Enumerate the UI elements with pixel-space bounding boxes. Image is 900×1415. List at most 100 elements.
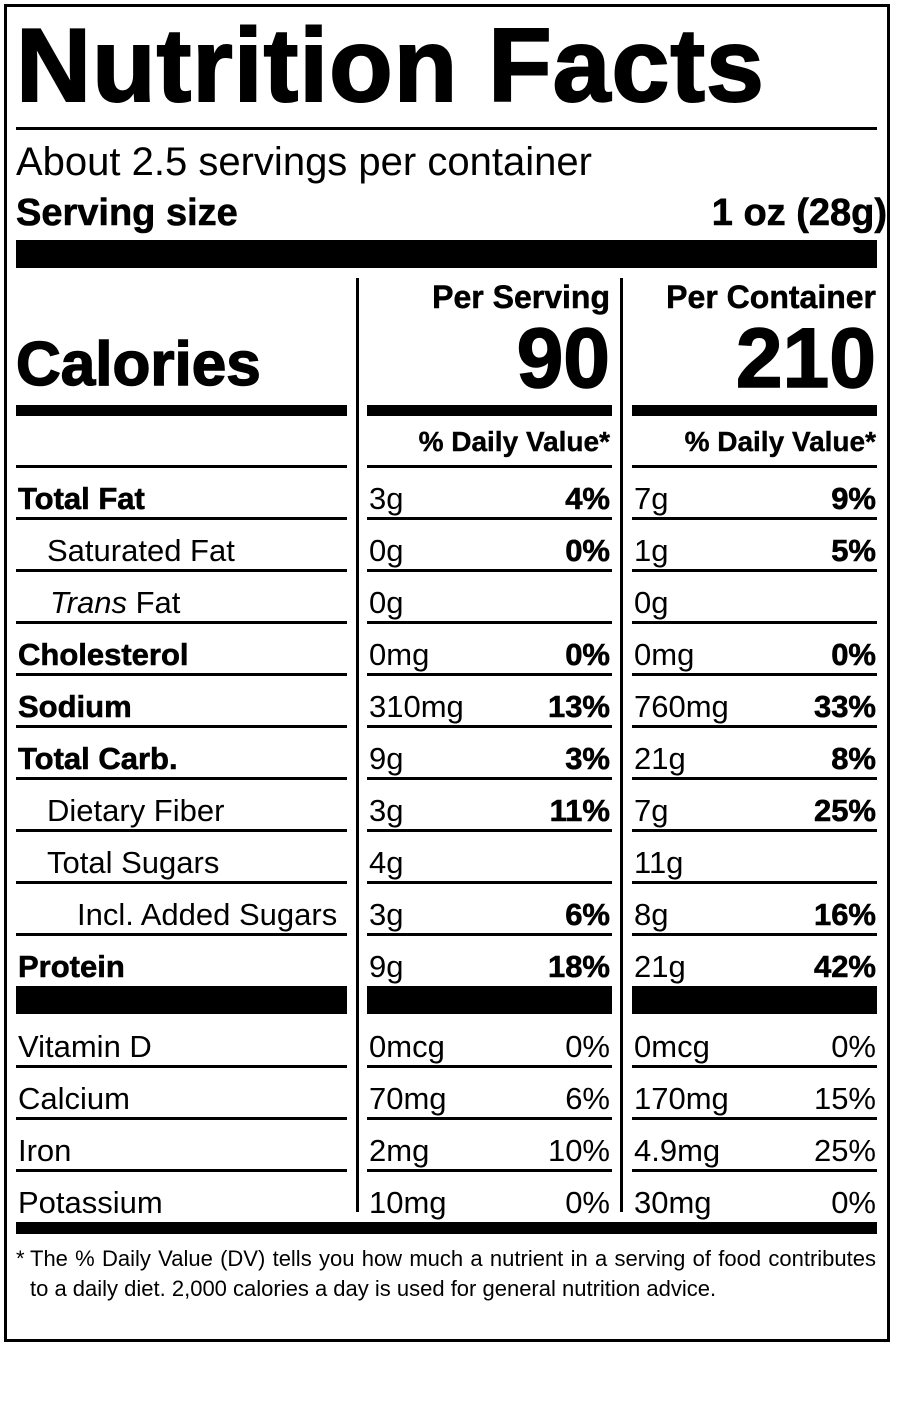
container-amount: 170mg (634, 1081, 729, 1116)
nutrient-row-rule-0 (16, 569, 347, 572)
serving-daily-value: 0% (565, 637, 610, 672)
nutrient-label: Saturated Fat (47, 535, 235, 566)
nutrient-label-italic: Trans (50, 585, 127, 620)
nutrient-label-text: Dietary Fiber (47, 793, 225, 828)
container-daily-value: 25% (813, 793, 877, 828)
nutrient-label: Dietary Fiber (47, 795, 224, 826)
serving-thick-rule (16, 240, 877, 268)
nutrient-row-rule-2 (632, 725, 877, 728)
vitamin-row-rule-2 (632, 1065, 877, 1068)
serving-amount: 9g (369, 741, 404, 776)
daily-value-heading-container: % Daily Value* (684, 426, 876, 457)
nutrient-row-rule-0 (16, 881, 347, 884)
protein-thick-rule-0 (16, 986, 347, 1014)
serving-amount: 0mg (369, 637, 430, 672)
container-daily-value: 42% (813, 949, 877, 984)
nutrient-label-text: Potassium (18, 1185, 163, 1220)
nutrient-row-rule-2 (632, 881, 877, 884)
nutrient-label-text: Total Carb. (18, 741, 178, 776)
container-amount: 21g (634, 949, 686, 984)
container-amount: 4.9mg (634, 1133, 721, 1168)
nutrient-row-rule-1 (367, 725, 612, 728)
nutrient-label: Sodium (18, 689, 132, 724)
nutrition-facts-panel (4, 4, 890, 1342)
container-amount: 7g (634, 793, 669, 828)
serving-amount: 3g (369, 793, 404, 828)
container-daily-value: 15% (813, 1081, 876, 1116)
protein-thick-rule-2 (632, 986, 877, 1014)
serving-amount: 70mg (369, 1081, 447, 1116)
serving-amount: 3g (369, 897, 404, 932)
servings-per-container: About 2.5 servings per container (16, 140, 592, 184)
nutrient-label: Iron (18, 1135, 71, 1166)
nutrient-label: Cholesterol (18, 637, 189, 672)
nutrient-row-rule-0 (16, 777, 347, 780)
container-daily-value: 9% (831, 481, 876, 516)
nutrient-label-text: Calcium (18, 1081, 130, 1116)
nutrient-label: Total Carb. (18, 741, 178, 776)
dv-heading-rule-1 (367, 465, 612, 468)
container-amount: 21g (634, 741, 686, 776)
serving-daily-value: 13% (547, 689, 611, 724)
serving-amount: 4g (369, 845, 404, 880)
protein-thick-rule-1 (367, 986, 612, 1014)
nutrient-label-text: Protein (18, 949, 125, 984)
nutrient-label-text: Saturated Fat (47, 533, 235, 568)
serving-daily-value: 6% (565, 1081, 610, 1116)
per-serving-heading: Per Serving (432, 279, 610, 315)
nutrient-label: Trans Fat (50, 587, 180, 618)
nutrient-row-rule-2 (632, 829, 877, 832)
nutrient-row-rule-1 (367, 673, 612, 676)
dv-heading-rule-0 (16, 465, 347, 468)
nutrient-row-rule-2 (632, 517, 877, 520)
serving-daily-value: 6% (565, 897, 610, 932)
nutrient-row-rule-0 (16, 673, 347, 676)
nutrient-row-rule-2 (632, 777, 877, 780)
container-amount: 8g (634, 897, 669, 932)
vitamin-row-rule-1 (367, 1117, 612, 1120)
nutrient-row-rule-1 (367, 829, 612, 832)
calories-rule-left (16, 405, 347, 416)
serving-amount: 9g (369, 949, 404, 984)
nutrient-row-rule-1 (367, 621, 612, 624)
vitamin-row-rule-1 (367, 1169, 612, 1172)
container-daily-value: 0% (831, 1029, 876, 1064)
serving-daily-value: 3% (565, 741, 610, 776)
container-amount: 1g (634, 533, 669, 568)
container-daily-value: 25% (813, 1133, 876, 1168)
serving-amount: 0g (369, 533, 404, 568)
calories-label: Calories (15, 330, 261, 399)
serving-size-label: Serving size (16, 192, 238, 234)
nutrient-label: Vitamin D (18, 1031, 152, 1062)
nutrient-row-rule-2 (632, 569, 877, 572)
nutrient-label-text: Sodium (18, 689, 132, 724)
container-daily-value: 0% (831, 1185, 876, 1220)
serving-amount: 310mg (369, 689, 464, 724)
title-rule (16, 127, 877, 130)
serving-daily-value: 0% (565, 1185, 610, 1220)
nutrient-label-text: Incl. Added Sugars (77, 897, 338, 932)
container-daily-value: 8% (831, 741, 876, 776)
nutrient-row-rule-0 (16, 829, 347, 832)
nutrient-row-rule-2 (632, 933, 877, 936)
dv-heading-rule-2 (632, 465, 877, 468)
nutrient-label-text: Vitamin D (18, 1029, 152, 1064)
container-amount: 7g (634, 481, 669, 516)
vitamin-row-rule-0 (16, 1169, 347, 1172)
nutrient-label: Potassium (18, 1187, 163, 1218)
nutrient-row-rule-1 (367, 569, 612, 572)
container-amount: 0mcg (634, 1029, 710, 1064)
serving-daily-value: 10% (547, 1133, 610, 1168)
footnote-asterisk: * (16, 1246, 25, 1271)
nutrient-row-rule-1 (367, 517, 612, 520)
nutrient-label-text: Total Sugars (47, 845, 220, 880)
nutrient-label-text: Total Fat (18, 481, 145, 516)
container-daily-value: 16% (813, 897, 877, 932)
calories-per-container: 210 (735, 311, 877, 405)
nutrient-label-text: Cholesterol (18, 637, 189, 672)
nutrient-row-rule-0 (16, 933, 347, 936)
vitamin-row-rule-0 (16, 1117, 347, 1120)
serving-daily-value: 11% (549, 793, 610, 828)
container-amount: 0mg (634, 637, 695, 672)
per-container-heading: Per Container (666, 279, 876, 315)
